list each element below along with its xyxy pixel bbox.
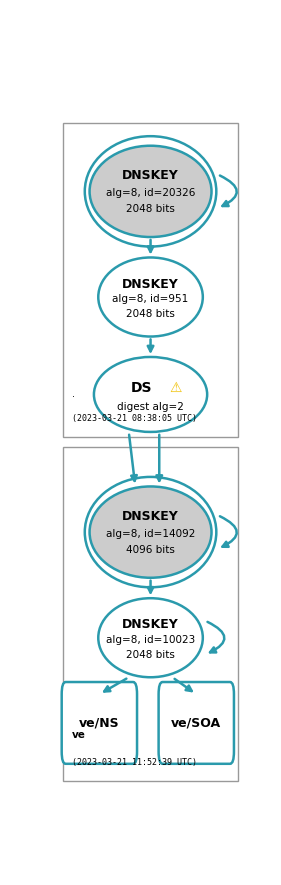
- Text: DNSKEY: DNSKEY: [122, 510, 179, 523]
- Ellipse shape: [98, 598, 203, 677]
- Text: 4096 bits: 4096 bits: [126, 545, 175, 555]
- Text: alg=8, id=951: alg=8, id=951: [112, 294, 189, 304]
- Text: .: .: [72, 389, 75, 399]
- FancyArrowPatch shape: [220, 175, 237, 206]
- FancyBboxPatch shape: [158, 682, 234, 764]
- FancyArrowPatch shape: [220, 516, 237, 547]
- Text: (2023-03-21 11:52:39 UTC): (2023-03-21 11:52:39 UTC): [72, 758, 197, 767]
- Ellipse shape: [90, 487, 212, 578]
- Text: ⚠: ⚠: [169, 381, 182, 395]
- Text: ve/SOA: ve/SOA: [171, 717, 221, 729]
- Text: ve: ve: [72, 730, 86, 740]
- FancyBboxPatch shape: [64, 123, 238, 436]
- FancyBboxPatch shape: [62, 682, 137, 764]
- Ellipse shape: [90, 146, 212, 237]
- Text: 2048 bits: 2048 bits: [126, 309, 175, 319]
- Text: 2048 bits: 2048 bits: [126, 650, 175, 659]
- Text: 2048 bits: 2048 bits: [126, 204, 175, 214]
- Text: alg=8, id=20326: alg=8, id=20326: [106, 189, 195, 198]
- Text: ve/NS: ve/NS: [79, 717, 120, 729]
- Text: DNSKEY: DNSKEY: [122, 169, 179, 182]
- Text: DNSKEY: DNSKEY: [122, 619, 179, 631]
- Text: DNSKEY: DNSKEY: [122, 278, 179, 290]
- Ellipse shape: [98, 258, 203, 336]
- Text: alg=8, id=14092: alg=8, id=14092: [106, 529, 195, 539]
- Text: alg=8, id=10023: alg=8, id=10023: [106, 635, 195, 645]
- Text: digest alg=2: digest alg=2: [117, 402, 184, 412]
- Text: (2023-03-21 08:38:05 UTC): (2023-03-21 08:38:05 UTC): [72, 414, 197, 423]
- FancyBboxPatch shape: [64, 447, 238, 781]
- Text: DS: DS: [131, 381, 153, 395]
- Ellipse shape: [94, 357, 207, 432]
- FancyArrowPatch shape: [207, 622, 225, 652]
